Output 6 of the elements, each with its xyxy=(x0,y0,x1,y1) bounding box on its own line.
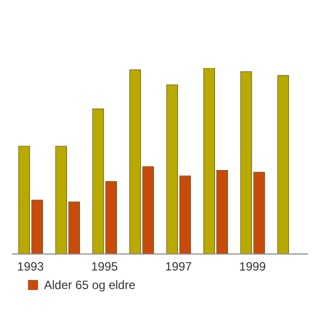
legend-label: Alder 65 og eldre xyxy=(44,278,136,292)
x-tick-label: 1995 xyxy=(91,260,118,274)
x-tick-label: 1993 xyxy=(17,260,44,274)
x-tick-label: 1997 xyxy=(165,260,192,274)
bar xyxy=(277,75,289,254)
x-tick-label: 1999 xyxy=(239,260,266,274)
